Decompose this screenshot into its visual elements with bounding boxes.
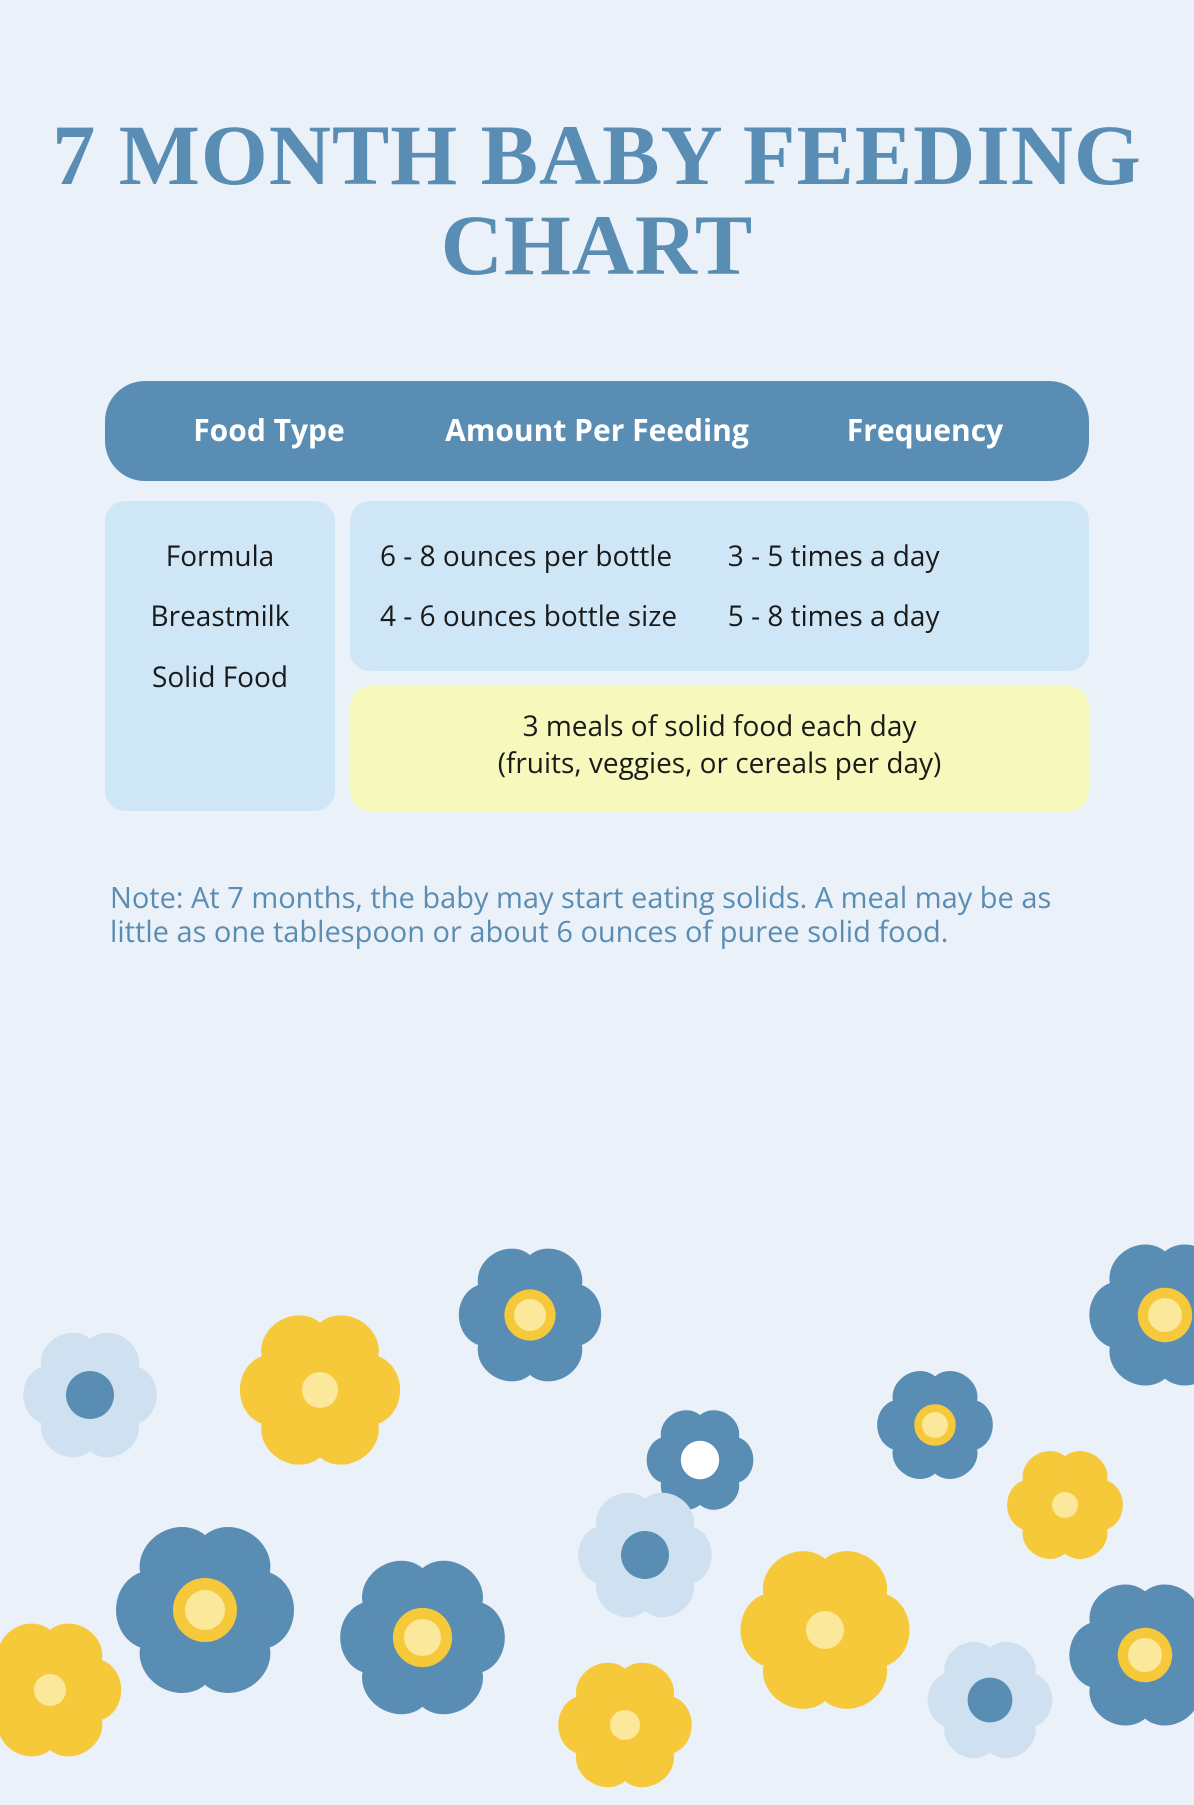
flower-icon: [450, 1235, 610, 1400]
highlight-line: (fruits, veggies, or cereals per day): [380, 745, 1059, 783]
flower-icon: [330, 1545, 515, 1735]
flower-icon: [0, 1610, 130, 1775]
feeding-table: Food Type Amount Per Feeding Frequency F…: [105, 381, 1089, 812]
values-column: 6 - 8 ounces per bottle 3 - 5 times a da…: [350, 501, 1089, 812]
col-header-food: Food Type: [105, 413, 433, 448]
table-header-row: Food Type Amount Per Feeding Frequency: [105, 381, 1089, 481]
highlight-line: 3 meals of solid food each day: [380, 708, 1059, 746]
flower-icon: [550, 1650, 700, 1805]
table-cell: Formula: [166, 526, 274, 586]
flower-icon: [15, 1320, 165, 1475]
values-box: 6 - 8 ounces per bottle 3 - 5 times a da…: [350, 501, 1089, 671]
col-header-freq: Frequency: [761, 413, 1089, 448]
flower-icon: [730, 1535, 920, 1730]
table-row: 6 - 8 ounces per bottle 3 - 5 times a da…: [380, 526, 1059, 586]
note-text: Note: At 7 months, the baby may start ea…: [110, 881, 1084, 948]
table-row: 4 - 6 ounces bottle size 5 - 8 times a d…: [380, 586, 1059, 646]
food-type-column: Formula Breastmilk Solid Food: [105, 501, 335, 812]
table-body: Formula Breastmilk Solid Food 6 - 8 ounc…: [105, 501, 1089, 812]
table-cell: 6 - 8 ounces per bottle: [380, 537, 728, 575]
table-cell: 4 - 6 ounces bottle size: [380, 597, 728, 635]
flower-icon: [1060, 1570, 1194, 1745]
flower-icon: [1000, 1440, 1130, 1575]
flower-icon: [570, 1480, 720, 1635]
flower-icon: [1080, 1230, 1194, 1405]
col-header-amount: Amount Per Feeding: [433, 413, 761, 448]
flower-icon: [870, 1360, 1000, 1495]
flower-icon: [920, 1630, 1060, 1775]
table-cell: 5 - 8 times a day: [728, 597, 1059, 635]
page-title: 7 MONTH BABY FEEDING CHART: [0, 0, 1194, 291]
table-cell: Breastmilk: [151, 586, 290, 646]
flower-icon: [230, 1300, 410, 1485]
highlight-box: 3 meals of solid food each day (fruits, …: [350, 686, 1089, 812]
table-cell: 3 - 5 times a day: [728, 537, 1059, 575]
table-cell: Solid Food: [152, 646, 288, 756]
flower-icon: [105, 1510, 305, 1715]
